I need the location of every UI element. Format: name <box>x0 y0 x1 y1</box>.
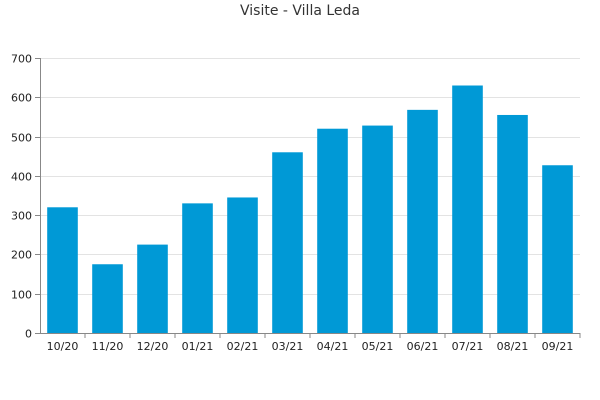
bar <box>317 128 348 333</box>
x-tick-label: 04/21 <box>317 340 349 353</box>
y-tick-label: 0 <box>25 328 32 341</box>
x-tick-label: 01/21 <box>182 340 214 353</box>
bar <box>137 244 168 333</box>
x-tick-label: 10/20 <box>47 340 79 353</box>
x-tick-label: 07/21 <box>452 340 484 353</box>
y-tick-label: 700 <box>11 53 32 66</box>
x-tick-label: 02/21 <box>227 340 259 353</box>
y-tick-label: 400 <box>11 171 32 184</box>
x-tick-label: 03/21 <box>272 340 304 353</box>
x-tick-label: 11/20 <box>92 340 124 353</box>
bar <box>227 197 258 333</box>
x-tick-label: 06/21 <box>407 340 439 353</box>
bar <box>497 114 528 333</box>
bar <box>182 203 213 333</box>
bar <box>92 264 123 333</box>
bar <box>362 125 393 333</box>
x-tick-label: 05/21 <box>362 340 394 353</box>
y-tick-label: 200 <box>11 249 32 262</box>
y-tick-label: 100 <box>11 289 32 302</box>
y-tick-label: 300 <box>11 210 32 223</box>
bar <box>47 207 78 333</box>
x-tick-label: 12/20 <box>137 340 169 353</box>
y-tick-label: 600 <box>11 92 32 105</box>
bar <box>452 85 483 333</box>
bar <box>407 109 438 333</box>
bar <box>542 165 573 333</box>
chart-title: Visite - Villa Leda <box>240 3 360 19</box>
x-tick-label: 09/21 <box>542 340 574 353</box>
x-tick-label: 08/21 <box>497 340 529 353</box>
bar <box>272 152 303 333</box>
y-tick-label: 500 <box>11 132 32 145</box>
